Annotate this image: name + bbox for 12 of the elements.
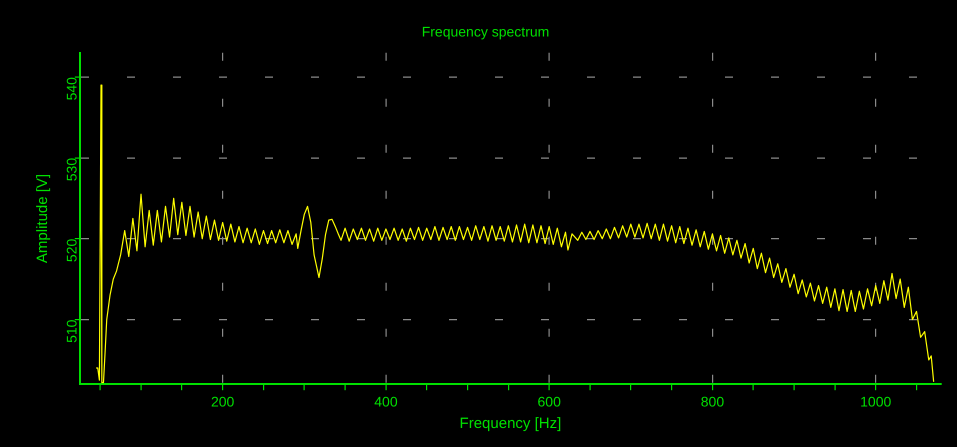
x-tick-label: 600 <box>537 393 562 410</box>
x-axis-title: Frequency [Hz] <box>460 415 562 432</box>
y-tick-label: 520 <box>64 238 80 262</box>
x-tick-label: 200 <box>210 393 235 410</box>
y-tick-label: 530 <box>64 158 80 182</box>
x-tick-label: 1000 <box>860 393 892 410</box>
y-axis-title: Amplitude [V] <box>34 174 52 264</box>
x-tick-label: 400 <box>374 393 398 410</box>
y-tick-label: 510 <box>64 319 80 343</box>
y-tick-label: 540 <box>64 76 80 100</box>
chart-title: Frequency spectrum <box>422 23 550 40</box>
x-tick-label: 800 <box>700 393 724 410</box>
